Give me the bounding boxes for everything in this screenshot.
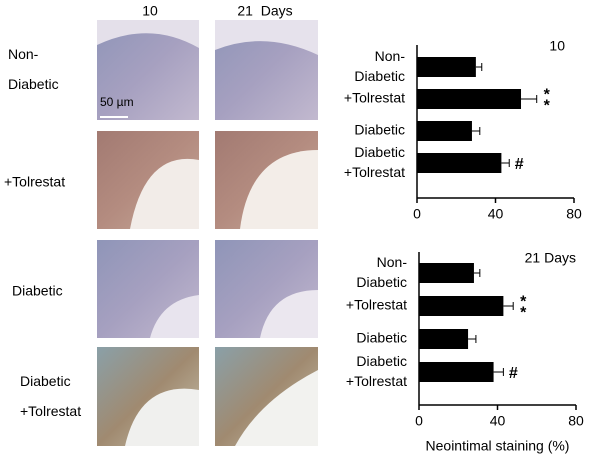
error-bar — [493, 368, 504, 376]
lumen — [150, 295, 199, 338]
annotation: * * — [544, 87, 551, 115]
y-tick-label: Non-Diabetic — [356, 254, 407, 290]
error-bar — [501, 159, 510, 167]
column-label: 10 — [142, 3, 158, 19]
lumen — [260, 290, 318, 338]
error-bar — [471, 127, 481, 135]
x-tick-label: 0 — [413, 206, 421, 222]
x-tick-label: 80 — [566, 206, 582, 222]
annotation: # — [515, 156, 524, 173]
row-label: Diabetic +Tolrestat — [20, 373, 81, 419]
error-bar — [475, 63, 483, 71]
y-tick-label: Diabetic +Tolrestat — [344, 144, 405, 180]
bar — [419, 263, 474, 283]
error-bar — [521, 95, 538, 103]
x-tick-label: 80 — [568, 413, 584, 429]
error-bar — [473, 269, 481, 277]
lumen — [125, 388, 199, 446]
bar — [417, 121, 472, 141]
row-label: Non-Diabetic — [8, 46, 59, 92]
micrographs: 50 µm — [97, 20, 318, 446]
row-label: +Tolrestat — [4, 174, 65, 190]
y-tick-label: +Tolrestat — [346, 297, 407, 313]
lumen — [240, 150, 318, 229]
bar — [419, 329, 469, 349]
lumen — [130, 158, 199, 229]
error-bar — [503, 302, 514, 310]
y-tick-label: Diabetic +Tolrestat — [346, 353, 407, 389]
row-label: Diabetic — [12, 283, 63, 299]
x-axis-label: Neointimal staining (%) — [426, 438, 570, 454]
annotation: * * — [520, 294, 527, 322]
bar — [417, 153, 502, 173]
x-tick-label: 40 — [488, 206, 504, 222]
lumen — [215, 20, 318, 55]
chart-title: 21 Days — [525, 250, 576, 266]
y-tick-label: Diabetic — [354, 122, 405, 138]
bar — [417, 57, 476, 77]
chart-title: 10 — [549, 38, 565, 54]
bar — [417, 89, 522, 109]
bar — [419, 296, 504, 316]
x-tick-label: 0 — [415, 413, 423, 429]
bar — [419, 362, 494, 382]
y-tick-label: Diabetic — [356, 330, 407, 346]
scale-bar-label: 50 µm — [100, 95, 134, 109]
lumen — [97, 20, 199, 48]
x-tick-label: 40 — [490, 413, 506, 429]
error-bar — [468, 335, 477, 343]
y-tick-label: +Tolrestat — [344, 90, 405, 106]
column-label: 21 Days — [237, 3, 292, 19]
lumen — [235, 370, 318, 446]
y-tick-label: Non-Diabetic — [354, 48, 405, 84]
annotation: # — [509, 365, 518, 382]
